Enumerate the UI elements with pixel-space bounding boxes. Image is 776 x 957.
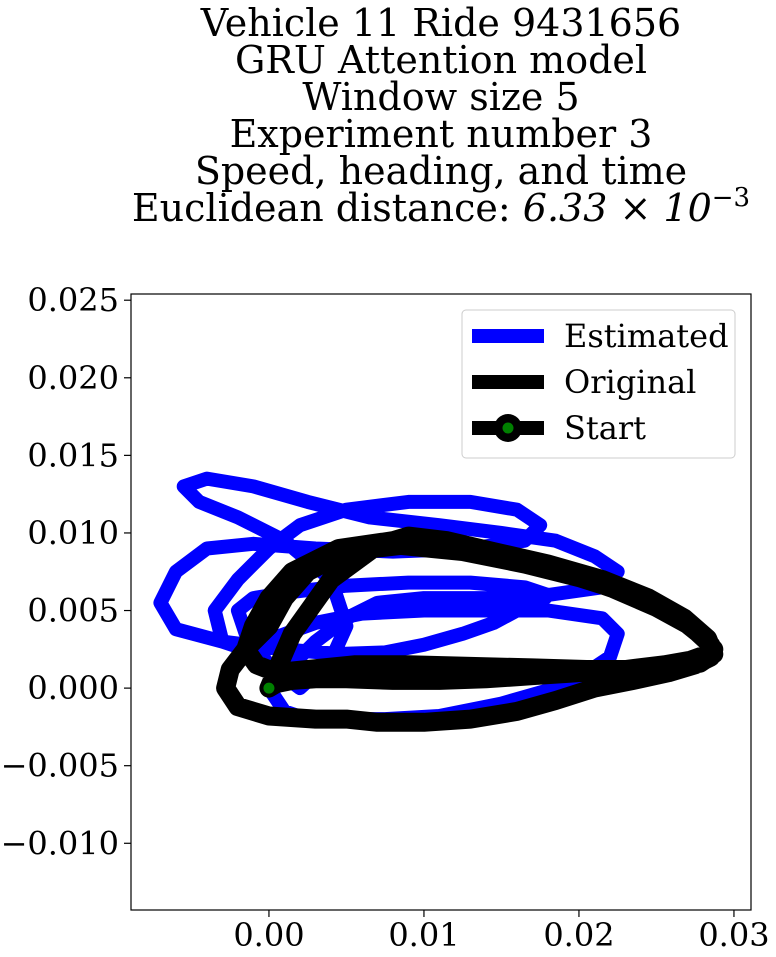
y-tick-label: 0.000 [27, 669, 119, 707]
series-group [153, 471, 724, 732]
x-tick-label: 0.01 [388, 916, 459, 954]
title-line: Vehicle 11 Ride 9431656 [200, 1, 681, 45]
y-tick-label: 0.015 [27, 436, 119, 474]
title-line-distance: Euclidean distance: 6.33 × 10−3 [132, 183, 750, 230]
series-line-estimated [153, 471, 625, 727]
y-tick-label: −0.005 [1, 747, 119, 785]
legend-start-marker-face [502, 422, 514, 434]
y-tick-label: 0.010 [27, 514, 119, 552]
title-line: Speed, heading, and time [195, 149, 687, 193]
y-tick-label: 0.020 [27, 359, 119, 397]
title-line: Experiment number 3 [230, 112, 653, 156]
start-marker [263, 682, 275, 694]
legend: Estimated Original Start [461, 309, 736, 459]
legend-label: Original [564, 363, 696, 401]
title-line: Window size 5 [302, 75, 579, 119]
x-tick-label: 0.03 [698, 916, 769, 954]
y-tick-label: 0.025 [27, 281, 119, 319]
legend-label: Estimated [564, 317, 729, 355]
x-axis: 0.00 0.01 0.02 0.03 [233, 910, 770, 954]
y-tick-label: 0.005 [27, 592, 119, 630]
x-tick-label: 0.02 [543, 916, 614, 954]
y-tick-label: −0.010 [1, 824, 119, 862]
legend-label: Start [564, 409, 646, 447]
x-tick-label: 0.00 [233, 916, 304, 954]
series-line-original [216, 526, 724, 732]
y-axis: −0.010 −0.005 0.000 0.005 0.010 0.015 0.020 0.0… [1, 281, 131, 862]
title-line: GRU Attention model [235, 38, 647, 82]
